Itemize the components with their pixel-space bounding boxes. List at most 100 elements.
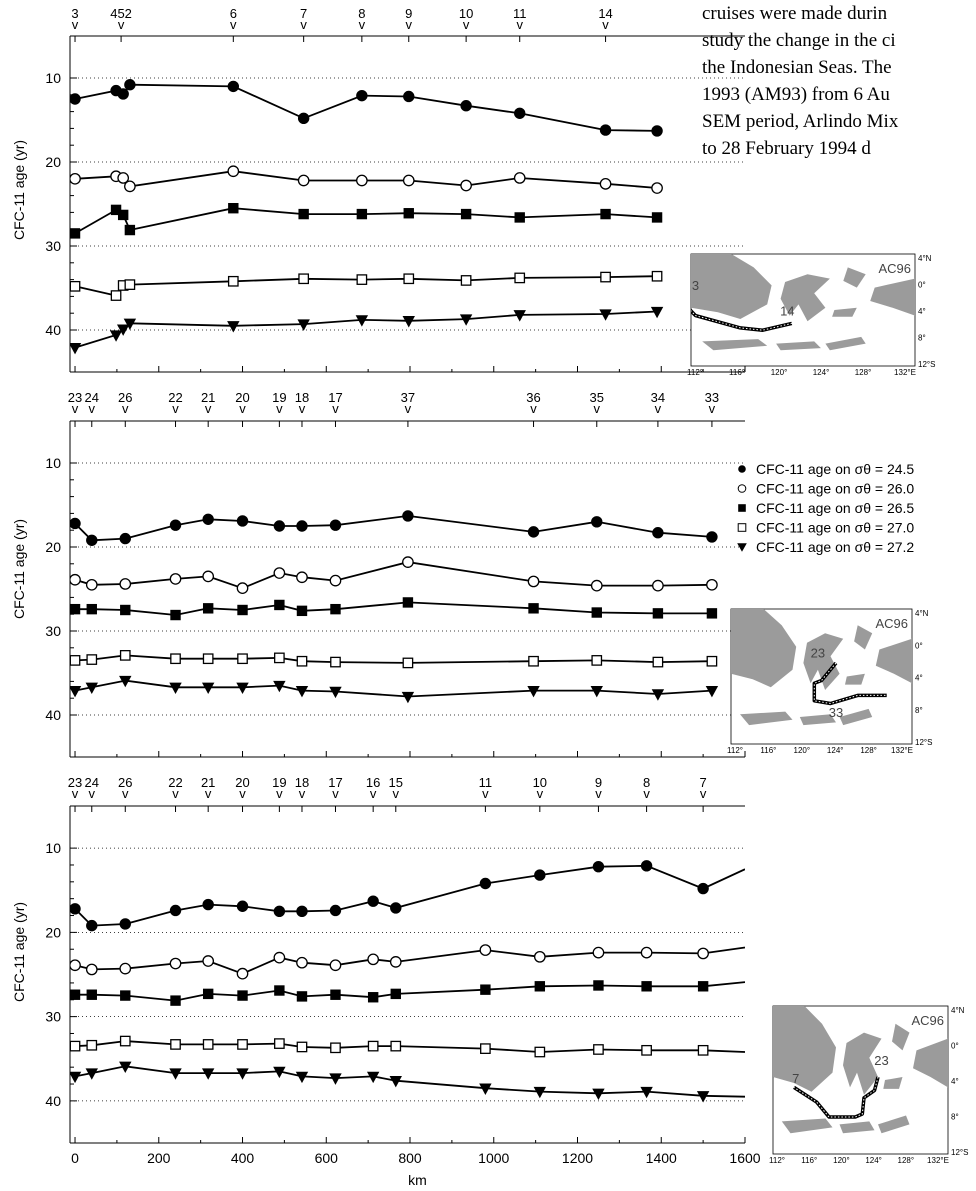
marker-triangle-down bbox=[705, 685, 719, 698]
marker-circle-open bbox=[329, 959, 342, 972]
marker-triangle-down bbox=[513, 310, 526, 322]
sulawesi-shape bbox=[803, 633, 844, 690]
marker-circle-open bbox=[599, 177, 612, 190]
buru-seram-shape bbox=[845, 673, 865, 685]
marker-circle-open bbox=[640, 946, 653, 959]
map-lat-label: 12°S bbox=[915, 738, 932, 747]
marker-square-filled bbox=[170, 995, 181, 1006]
series-layer bbox=[70, 510, 719, 704]
marker-square-open bbox=[641, 1044, 652, 1056]
marker-square-open bbox=[460, 275, 472, 286]
map-lat-label: 0° bbox=[915, 641, 923, 650]
station-label: 21 bbox=[201, 775, 215, 790]
timor-shape bbox=[825, 336, 866, 351]
marker-circle-filled bbox=[227, 80, 240, 93]
legend-item: CFC-11 age on σθ = 27.2 bbox=[737, 539, 914, 555]
station-arrow: v bbox=[602, 17, 609, 32]
x-tick-label: 200 bbox=[147, 1150, 171, 1166]
series-square-filled bbox=[70, 980, 745, 1006]
marker-square-open bbox=[652, 656, 664, 668]
marker-square-open bbox=[274, 652, 285, 664]
marker-square-filled bbox=[296, 991, 308, 1002]
borneo-shape bbox=[691, 254, 772, 319]
station-arrow: v bbox=[700, 786, 707, 801]
y-tick-label: 30 bbox=[45, 623, 61, 639]
marker-circle-filled bbox=[591, 516, 603, 528]
marker-circle-open bbox=[297, 174, 310, 187]
station-label: 15 bbox=[389, 775, 403, 790]
marker-triangle-down bbox=[70, 1071, 82, 1084]
x-tick-label: 600 bbox=[315, 1150, 339, 1166]
marker-circle-filled bbox=[296, 520, 308, 532]
marker-triangle-down bbox=[123, 318, 137, 330]
map-lon-label: 116° bbox=[801, 1156, 817, 1165]
nusa-tenggara-shape bbox=[799, 714, 836, 726]
legend-item: CFC-11 age on σθ = 27.0 bbox=[737, 520, 914, 536]
map-land bbox=[691, 254, 915, 351]
marker-circle-open bbox=[236, 582, 249, 595]
map-lon-label: 124° bbox=[865, 1156, 882, 1165]
station-arrow: v bbox=[122, 786, 129, 801]
station-label: 22 bbox=[168, 775, 182, 790]
marker-triangle-down bbox=[533, 1086, 547, 1099]
marker-square-filled bbox=[274, 599, 285, 611]
inset-map-1: AC96 3 14 112° 116° 120° 124° 128° 132°E 4°N 0° 4° 8… bbox=[687, 253, 935, 377]
station-label: 14 bbox=[598, 6, 612, 21]
marker-square-filled bbox=[228, 203, 239, 214]
station-label: 20 bbox=[235, 775, 249, 790]
marker-circle-filled bbox=[534, 869, 546, 881]
marker-circle-filled bbox=[640, 860, 653, 872]
marker-circle-filled bbox=[169, 904, 182, 917]
map-lon-label: 128° bbox=[855, 368, 872, 377]
station-arrow: v bbox=[370, 786, 377, 801]
marker-square-open bbox=[274, 1038, 285, 1049]
marker-square-filled bbox=[237, 604, 248, 616]
marker-square-filled bbox=[367, 992, 379, 1003]
marker-square-filled bbox=[330, 989, 341, 1000]
map-lon-label: 120° bbox=[771, 368, 788, 377]
marker-square-open bbox=[70, 655, 81, 666]
marker-circle-filled bbox=[514, 107, 526, 119]
series-circle-filled bbox=[70, 79, 663, 137]
marker-triangle-down bbox=[109, 330, 123, 342]
marker-circle-filled bbox=[527, 526, 540, 538]
marker-square-filled bbox=[237, 990, 248, 1001]
marker-circle-filled bbox=[697, 882, 709, 895]
marker-triangle-down bbox=[70, 342, 82, 355]
marker-circle-filled bbox=[70, 93, 81, 105]
marker-square-open bbox=[298, 273, 310, 285]
series-line bbox=[74, 83, 658, 132]
station-arrow: v bbox=[516, 17, 523, 32]
station-arrow: v bbox=[89, 786, 96, 801]
marker-circle-open bbox=[367, 953, 380, 966]
marker-triangle-down bbox=[227, 321, 240, 333]
marker-circle-open bbox=[706, 578, 718, 591]
marker-triangle-down bbox=[295, 1071, 309, 1084]
marker-circle-filled bbox=[479, 877, 492, 890]
marker-circle-open bbox=[119, 962, 132, 975]
map-land bbox=[731, 609, 912, 726]
station-arrow: v bbox=[594, 401, 601, 416]
marker-circle-filled bbox=[119, 532, 131, 545]
cruise-track-stations bbox=[691, 310, 792, 331]
halmahera-shape bbox=[843, 267, 866, 288]
station-label: 24 bbox=[85, 390, 99, 405]
marker-square-open bbox=[202, 653, 214, 665]
marker-square-open bbox=[296, 1041, 308, 1053]
station-label: 22 bbox=[168, 390, 182, 405]
legend-label: CFC-11 age on σθ = 26.5 bbox=[756, 500, 914, 516]
map-lat-label: 0° bbox=[951, 1042, 959, 1051]
map-land bbox=[773, 1006, 948, 1134]
marker-triangle-down bbox=[366, 1071, 380, 1084]
marker-square-filled bbox=[460, 208, 472, 220]
series-square-open bbox=[70, 270, 663, 301]
map-lat-label: 8° bbox=[918, 334, 926, 343]
y-axis-label: CFC-11 age (yr) bbox=[11, 902, 27, 1002]
marker-circle-filled bbox=[329, 519, 342, 531]
map-track-start-label: 3 bbox=[692, 278, 699, 293]
marker-square-filled bbox=[402, 597, 414, 608]
marker-triangle-down bbox=[590, 685, 603, 698]
marker-circle-open bbox=[402, 174, 415, 187]
map-lon-label: 112° bbox=[769, 1156, 785, 1165]
